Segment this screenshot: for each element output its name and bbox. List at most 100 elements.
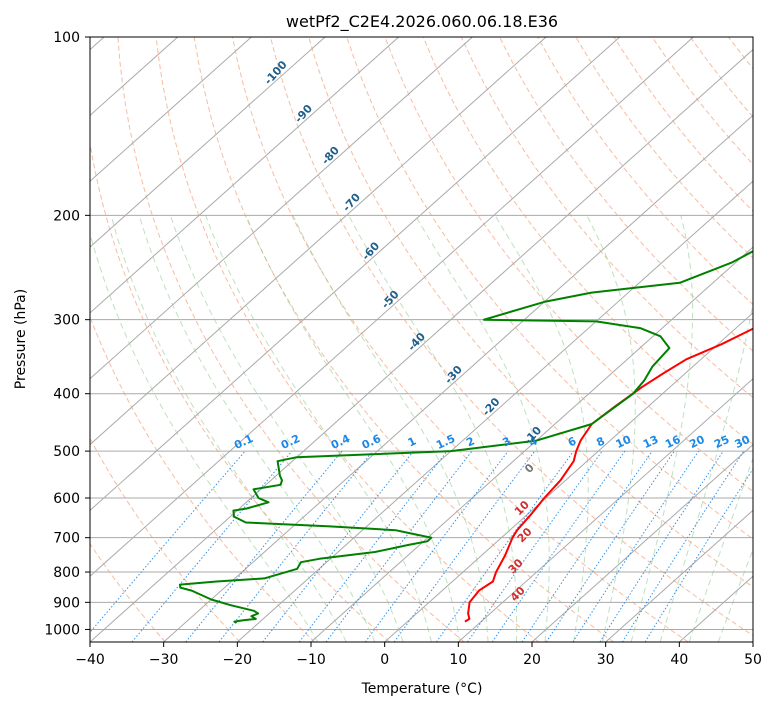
annotation-layer: 0.1 0.2 0.4 0.6 1 1.5 2 3 4 6 8 10 13 16 20 25 30 36-100-…	[232, 58, 773, 604]
dry-adiabat-line	[193, 37, 614, 642]
mixing-ratio-label: 36	[753, 433, 773, 451]
dry-adiabat-line	[90, 141, 390, 642]
y-tick-label: 100	[53, 30, 80, 46]
x-tick-label: 30	[597, 652, 615, 668]
mixing-ratio-line	[545, 450, 675, 642]
dry-adiabat-label: -90	[292, 102, 315, 126]
isotherm-line	[90, 37, 694, 577]
moist-adiabat-line	[659, 300, 753, 642]
moist-adiabat-line	[688, 456, 753, 642]
mixing-ratio-line	[521, 450, 653, 642]
mixing-ratio-label: 25	[712, 433, 731, 451]
dry-adiabat-line	[384, 37, 753, 493]
moist-adiabat-label: 10	[512, 498, 532, 518]
mixing-ratio-line	[298, 450, 448, 642]
mixing-ratio-line	[393, 450, 536, 642]
dry-adiabat-line	[728, 37, 753, 70]
x-tick-label: −20	[223, 652, 253, 668]
moist-adiabat-line	[414, 215, 550, 642]
isotherm-line	[90, 37, 326, 248]
x-tick-label: 0	[380, 652, 389, 668]
dry-adiabat-line	[537, 37, 753, 306]
plot-frame	[89, 36, 754, 643]
dry-adiabat-line	[651, 37, 753, 165]
isotherm-line	[237, 180, 753, 642]
isotherm-line	[163, 114, 753, 642]
dry-adiabat-line	[308, 37, 753, 588]
mixing-ratio-label: 6	[566, 434, 579, 449]
mixing-ratio-label: 20	[687, 433, 707, 451]
mixing-ratio-line	[435, 450, 575, 642]
moist-adiabat-line	[90, 231, 319, 642]
x-tick-label: −40	[75, 652, 105, 668]
dry-adiabat-label: -20	[480, 395, 503, 419]
mixing-ratio-line	[262, 450, 414, 642]
dry-adiabat-line	[767, 37, 775, 642]
dry-adiabat-label: -70	[340, 191, 363, 215]
dry-adiabat-line	[155, 37, 540, 642]
moist-adiabat-line	[110, 215, 347, 642]
dry-adiabat-label: -50	[379, 288, 402, 312]
isotherm-line	[90, 37, 473, 380]
mixing-ratio-label: 0.2	[279, 432, 302, 452]
y-axis: 100 200 300 400 500 600 700 800 900 1000	[44, 30, 90, 638]
isotherm-line	[90, 37, 400, 314]
dry-adiabat-line	[499, 37, 753, 352]
chart-title: wetPf2_C2E4.2026.060.06.18.E36	[286, 12, 558, 32]
mixing-ratio-line	[218, 450, 374, 642]
dry-adiabat-label: -60	[359, 239, 382, 263]
y-tick-label: 900	[53, 595, 80, 611]
dry-adiabat-line	[575, 37, 753, 259]
mixing-ratio-line	[131, 450, 293, 642]
y-tick-label: 400	[53, 387, 80, 403]
series-layer	[179, 250, 753, 624]
dry-adiabat-line	[90, 437, 241, 642]
mixing-ratio-line	[491, 450, 626, 642]
isotherm-line	[90, 37, 547, 446]
moist-adiabat-label: 0	[522, 461, 537, 476]
dry-adiabat-label: -80	[319, 144, 342, 168]
mixing-ratio-line	[621, 450, 745, 642]
mixing-ratio-line	[325, 450, 473, 642]
dry-adiabat-line	[613, 37, 753, 212]
moist-adiabat-line	[494, 215, 589, 642]
y-tick-label: 600	[53, 491, 80, 507]
dry-adiabat-line	[460, 37, 753, 399]
dry-adiabat-label: -30	[442, 363, 465, 387]
moist-adiabat-line	[205, 215, 432, 642]
y-tick-label: 300	[53, 313, 80, 329]
mixing-ratio-line	[644, 467, 753, 642]
x-tick-label: 50	[744, 652, 762, 668]
isotherm-line	[531, 443, 753, 642]
mixing-ratio-line	[364, 450, 509, 642]
dry-adiabat-line	[270, 37, 753, 637]
moist-adiabat-line	[586, 215, 636, 642]
isotherm-line	[90, 37, 621, 512]
mixing-ratio-label: 8	[594, 434, 606, 449]
x-tick-label: 10	[449, 652, 467, 668]
x-tick-label: −10	[296, 652, 326, 668]
moist-adiabat-line	[348, 215, 518, 642]
y-axis-label: Pressure (hPa)	[13, 289, 29, 389]
dewpoint-profile-line	[179, 250, 753, 624]
isotherm-line	[752, 641, 753, 642]
mixing-ratio-label: 0.1	[232, 432, 255, 452]
isotherm-line	[90, 37, 252, 182]
y-tick-label: 700	[53, 531, 80, 547]
mixing-ratio-line	[572, 450, 700, 642]
mixing-ratio-line	[467, 450, 603, 642]
isotherm-line	[679, 575, 753, 642]
x-tick-label: 40	[670, 652, 688, 668]
moist-adiabat-line	[169, 215, 404, 642]
mixing-ratio-label: 0.4	[329, 432, 352, 452]
mixing-ratio-label: 30	[733, 433, 753, 451]
isotherm-line	[458, 378, 753, 642]
moist-adiabat-label: 30	[506, 556, 526, 576]
dry-adiabat-label: -40	[405, 330, 428, 354]
y-tick-label: 1000	[44, 622, 80, 638]
isotherm-line	[384, 312, 753, 642]
mixing-ratio-line	[185, 450, 343, 642]
dry-adiabat-line	[422, 37, 753, 446]
y-tick-label: 500	[53, 444, 80, 460]
